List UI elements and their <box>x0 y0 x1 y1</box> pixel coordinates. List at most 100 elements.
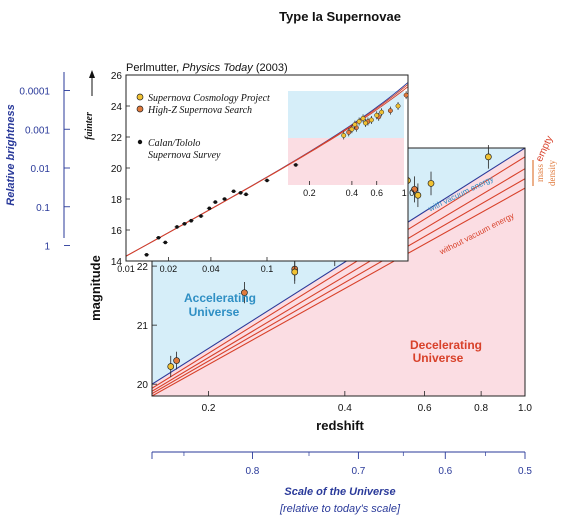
chart-title: Type Ia Supernovae <box>279 9 401 24</box>
inset-scp-point-2 <box>352 122 358 128</box>
main-x-tick-label-1: 0.4 <box>338 403 352 414</box>
inset-x-tick-label-7: 1.0 <box>402 188 415 198</box>
brightness-tick-label-1: 0.001 <box>25 125 50 136</box>
hiz-point-0 <box>173 357 180 364</box>
main-y-axis-label: magnitude <box>88 255 103 321</box>
calan-point-8 <box>213 200 218 204</box>
scp-point-1 <box>291 268 299 276</box>
inset-scp-point-6 <box>368 117 374 123</box>
inset-hiz-point-5 <box>403 92 409 98</box>
calan-point-0 <box>144 253 149 257</box>
inset-scp-point-1 <box>349 126 355 132</box>
hiz-point-8 <box>411 185 418 193</box>
inset-x-tick-label-4: 0.2 <box>303 188 316 198</box>
inset-y-tick-label-4: 22 <box>111 133 123 144</box>
inset-y-tick-label-5: 24 <box>111 102 123 113</box>
legend-hiz-marker <box>136 105 144 113</box>
calan-point-11 <box>238 191 243 195</box>
scp-point-0 <box>167 363 175 370</box>
model-curve-1 <box>152 156 525 389</box>
density-label: density <box>547 160 557 186</box>
inset-citation-year: (2003) <box>253 62 288 74</box>
model-curve-4 <box>152 187 525 396</box>
calan-point-14 <box>293 163 298 167</box>
inset-x-tick-label-2: 0.04 <box>202 264 220 274</box>
legend-calan-label-2: Supernova Survey <box>148 150 221 161</box>
scale-axis-label: Scale of the Universe <box>284 486 395 498</box>
inset-citation-journal: Physics Today <box>182 62 254 74</box>
inset-scp-point-8 <box>379 109 385 115</box>
inset-y-tick-label-0: 14 <box>111 257 123 268</box>
scale-of-universe-axis: 0.8 0.7 0.6 0.5 Scale of the Universe [rela… <box>151 451 532 515</box>
scale-tick-label-2: 0.6 <box>438 466 452 477</box>
main-y-tick-label-1: 21 <box>137 321 149 332</box>
accelerating-label-line1: Accelerating <box>184 291 256 305</box>
scale-axis-sublabel: [relative to today's scale] <box>279 503 401 515</box>
decelerating-label-line1: Decelerating <box>410 338 482 352</box>
model-curve-0 <box>152 148 525 385</box>
model-curve-2 <box>152 168 525 392</box>
main-x-axis-label: redshift <box>316 418 364 433</box>
main-y-tick-label-2: 22 <box>137 262 149 273</box>
legend-calan-marker <box>137 139 143 145</box>
decelerating-label-line2: Universe <box>413 351 464 365</box>
scale-tick-label-1: 0.7 <box>351 466 365 477</box>
legend-calan-label-1: Calan/Tololo <box>148 138 200 149</box>
legend-scp-label: Supernova Cosmology Project <box>148 93 270 104</box>
brightness-tick-label-0: 0.0001 <box>19 87 50 98</box>
scale-tick-label-3: 0.5 <box>518 466 532 477</box>
inset-decelerating-region <box>288 138 404 185</box>
inset-scp-point-4 <box>360 115 366 121</box>
inset-x-tick-label-0: 0.01 <box>117 264 135 274</box>
scp-point-12 <box>414 191 422 199</box>
inset-legend: Supernova Cosmology Project High-Z Super… <box>136 93 270 161</box>
inset-hiz-point-4 <box>387 108 393 114</box>
inset-y-tick-label-3: 20 <box>111 164 123 175</box>
inset-y-tick-label-2: 18 <box>111 195 123 206</box>
inset-x-tick-label-3: 0.1 <box>261 264 274 274</box>
calan-point-9 <box>222 197 227 201</box>
inset-y-tick-label-1: 16 <box>111 226 123 237</box>
inset-hiz-point-0 <box>346 129 352 135</box>
inset-scp-point-3 <box>356 119 362 124</box>
accelerating-label-line2: Universe <box>189 305 240 319</box>
inset-scp-point-9 <box>395 103 401 109</box>
calan-point-2 <box>163 240 168 245</box>
inset-scp-point-5 <box>363 120 369 126</box>
calan-point-5 <box>189 218 193 223</box>
empty-label: empty <box>534 134 555 163</box>
inset-x-tick-label-1: 0.02 <box>160 264 178 274</box>
brightness-tick-label-2: 0.01 <box>31 164 51 175</box>
scp-point-14 <box>485 153 492 161</box>
inset-citation: Perlmutter, Physics Today (2003) <box>126 62 288 74</box>
inset-y-tick-label-6: 26 <box>111 71 123 82</box>
inset-citation-author: Perlmutter, <box>126 62 182 74</box>
fainter-label: fainter <box>84 112 95 140</box>
main-y-tick-label-0: 20 <box>137 380 149 391</box>
brightness-tick-label-4: 1 <box>44 242 50 253</box>
calan-point-12 <box>244 192 248 197</box>
calan-point-7 <box>207 206 212 211</box>
calan-point-1 <box>156 235 161 240</box>
main-x-tick-label-4: 1.0 <box>518 403 532 414</box>
inset-scp-point-7 <box>374 112 380 118</box>
inset-plot: 0.01 0.02 0.04 0.1 0.2 0.4 0.6 1.0 14 16 18 20 22 24 2… <box>111 62 414 274</box>
calan-point-13 <box>265 178 269 183</box>
main-x-tick-label-0: 0.2 <box>202 403 216 414</box>
mass-label: mass <box>535 164 545 182</box>
legend-scp-marker <box>136 93 144 101</box>
relative-brightness-label: Relative brightness <box>5 104 17 205</box>
fainter-arrow-icon <box>89 70 95 78</box>
calan-point-10 <box>231 189 236 194</box>
scp-point-13 <box>427 180 435 187</box>
legend-hiz-label: High-Z Supernova Search <box>147 105 252 116</box>
calan-point-6 <box>199 214 203 218</box>
main-x-tick-label-2: 0.6 <box>418 403 432 414</box>
inset-x-tick-label-5: 0.4 <box>346 188 359 198</box>
hiz-point-1 <box>241 289 248 297</box>
calan-point-4 <box>182 222 187 226</box>
inset-scp-point-0 <box>341 133 347 138</box>
inset-x-tick-label-6: 0.6 <box>370 188 383 198</box>
